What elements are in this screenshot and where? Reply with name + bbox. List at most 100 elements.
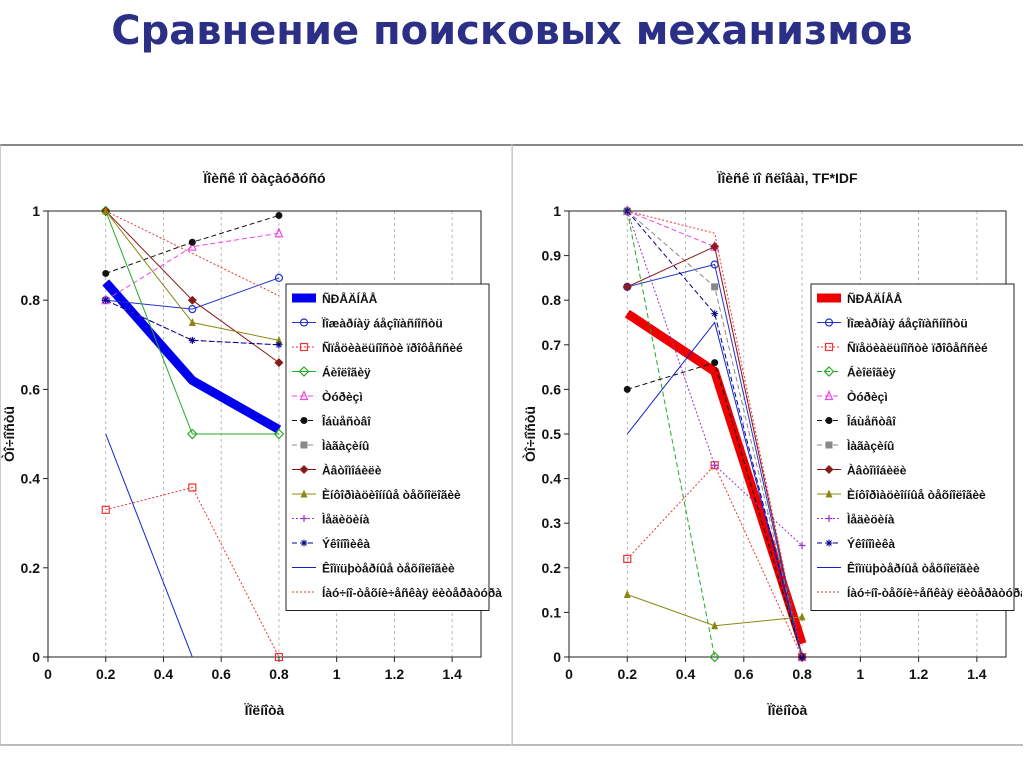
series-9 <box>102 206 283 344</box>
y-tick-label: 0.4 <box>21 471 41 487</box>
legend-label: Íàó÷íî-òåõíè÷åñêàÿ ëèòåðàòóðà <box>322 585 502 600</box>
series-11 <box>102 296 283 349</box>
series-13 <box>627 210 803 658</box>
x-tick-label: 1.4 <box>442 666 462 682</box>
legend-label: Ìåäèöèíà <box>321 512 370 527</box>
legend-label: Ìàãàçèíû <box>321 438 369 453</box>
legend-label: Ïîæàðíàÿ áåçîïàñíîñòü <box>846 316 968 331</box>
legend-marker <box>300 539 308 547</box>
data-point <box>711 310 719 318</box>
y-tick-label: 0.2 <box>21 560 41 576</box>
data-point <box>275 211 283 219</box>
x-tick-label: 0 <box>565 666 573 682</box>
series-1 <box>102 279 282 434</box>
legend-marker <box>825 489 833 498</box>
series-line <box>626 210 803 658</box>
y-tick-label: 1 <box>32 203 40 219</box>
y-tick-label: 0 <box>553 649 561 665</box>
x-tick-label: 0.6 <box>211 666 231 682</box>
legend-label: Íàó÷íî-òåõíè÷åñêàÿ ëèòåðàòóðà <box>847 585 1022 600</box>
data-point <box>710 242 720 252</box>
legend-marker <box>825 539 833 547</box>
data-point <box>188 483 197 492</box>
x-tick-label: 1.4 <box>967 666 987 682</box>
series-line <box>105 210 279 435</box>
data-point <box>274 273 284 282</box>
legend-label: Ïîæàðíàÿ áåçîïàñíîñòü <box>321 316 443 331</box>
data-point <box>102 296 110 304</box>
legend-label: ÑÐÅÄÍÅÅ <box>322 291 378 306</box>
series-line <box>626 210 716 658</box>
x-tick-label: 1 <box>333 666 341 682</box>
data-point <box>187 240 197 251</box>
series-1 <box>624 309 807 645</box>
legend-label: Òóðèçì <box>322 389 363 404</box>
legend-marker <box>825 417 833 424</box>
series-line <box>627 594 803 627</box>
legend-label: Èíôîðìàöèîííûå òåõíîëîãèè <box>322 487 461 502</box>
series-line <box>105 232 280 301</box>
data-point <box>711 359 719 367</box>
legend-marker <box>824 465 834 474</box>
data-point <box>711 621 719 630</box>
data-point <box>623 554 632 563</box>
legend-label: Àâòîìîáèëè <box>322 463 382 478</box>
legend-marker <box>825 515 833 522</box>
series-line <box>627 362 803 658</box>
x-tick-label: 0.6 <box>734 666 754 682</box>
legend-marker <box>299 390 309 401</box>
series-line <box>105 277 280 310</box>
data-point <box>102 269 110 277</box>
series-line <box>626 321 803 658</box>
x-tick-label: 0.8 <box>792 666 812 682</box>
legend-label: Ñïåöèàëüíîñòè ïðîôåññèé <box>847 340 988 355</box>
y-axis-label: Òî÷íîñòü <box>0 406 17 462</box>
legend: ÑÐÅÄÍÅÅ Ïîæàðíàÿ áåçîïàñíîñòü Ñïåöèàëüíîñò… <box>810 283 1022 611</box>
legend-label: Ýêîíîìèêà <box>847 536 895 551</box>
series-line <box>627 210 803 658</box>
legend-marker <box>300 441 308 449</box>
legend-marker <box>299 342 309 352</box>
data-point <box>709 651 721 663</box>
legend-marker <box>300 489 308 498</box>
x-tick-label: 0.4 <box>154 666 174 682</box>
legend-label: Ìàãàçèíû <box>846 438 894 453</box>
legend-label: Èíôîðìàöèîííûå òåõíîëîãèè <box>847 487 986 502</box>
y-axis-label: Òî÷íîñòü <box>521 406 538 462</box>
series-line <box>626 210 803 658</box>
data-point <box>274 358 284 368</box>
series-3 <box>101 483 284 662</box>
series-9 <box>623 590 806 630</box>
series-6 <box>102 211 283 277</box>
series-line <box>627 245 803 658</box>
y-tick-label: 0.7 <box>542 337 562 353</box>
data-point <box>275 341 283 349</box>
data-point <box>798 653 806 661</box>
x-tick-label: 0.8 <box>269 666 289 682</box>
y-tick-label: 0.8 <box>21 292 41 308</box>
legend-box <box>810 283 1015 611</box>
legend-marker <box>299 318 309 327</box>
data-point <box>188 318 196 326</box>
series-line <box>105 299 279 346</box>
series-8 <box>622 242 807 662</box>
x-tick-label: 1.2 <box>385 666 405 682</box>
chart-panel-tfidf <box>512 144 1023 746</box>
data-point <box>188 305 197 314</box>
legend-marker <box>824 318 834 327</box>
legend-marker <box>825 441 833 449</box>
chart-thesaurus-search: Ïîèñê ïî òàçàóðóñó 0 0.2 0.4 0.6 0.8 1 1.2 1.4 0 0… <box>0 170 502 718</box>
legend-label: Òóðèçì <box>847 389 888 404</box>
data-point <box>274 652 284 662</box>
data-point <box>188 238 196 246</box>
data-point <box>798 612 806 621</box>
data-point <box>711 283 719 291</box>
y-tick-label: 0.9 <box>542 248 562 264</box>
data-point <box>623 385 631 393</box>
chart-panel-thesaurus <box>0 144 512 746</box>
legend-label: Áèîëîãèÿ <box>322 365 371 380</box>
legend: ÑÐÅÄÍÅÅ Ïîæàðíàÿ áåçîïàñíîñòü Ñïåöèàëüíîñò… <box>285 283 502 611</box>
data-point <box>102 206 110 215</box>
slide-title: Сравнение поисковых механизмов <box>111 8 913 54</box>
legend-marker <box>300 515 308 522</box>
